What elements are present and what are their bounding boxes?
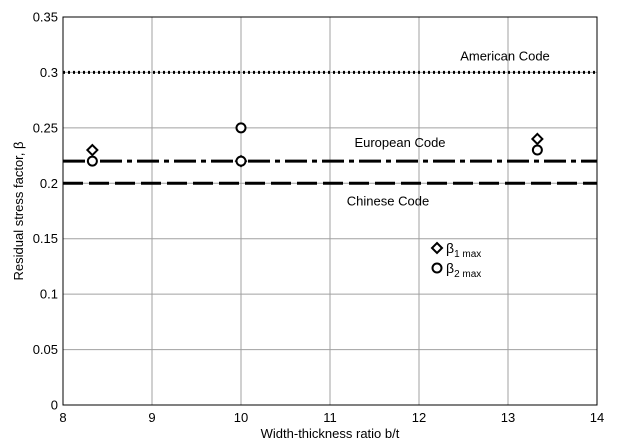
circle-marker — [531, 144, 543, 156]
plot-frame — [62, 16, 598, 406]
x-tick-label: 12 — [412, 410, 426, 425]
x-tick-label: 14 — [590, 410, 604, 425]
x-tick-label: 8 — [59, 410, 66, 425]
legend-entry-label: β1 max — [446, 240, 481, 260]
x-tick-label: 13 — [501, 410, 515, 425]
reference-line-label: Chinese Code — [347, 193, 429, 208]
x-axis-label: Width-thickness ratio b/t — [261, 426, 400, 441]
y-tick-label: 0.25 — [33, 120, 58, 135]
tick-labels: 8 9 10 11 12 13 14 0 0.05 0.1 0.15 0.2 0.25 0.3 0.35 — [33, 10, 605, 426]
y-tick-label: 0.05 — [33, 342, 58, 357]
y-tick-label: 0.3 — [40, 65, 58, 80]
legend-diamond-marker — [430, 241, 444, 255]
x-tick-label: 10 — [234, 410, 248, 425]
circle-marker — [235, 122, 247, 134]
circle-marker — [235, 155, 247, 167]
y-tick-label: 0.15 — [33, 231, 58, 246]
diamond-marker — [85, 143, 99, 157]
reference-lines: American Code European Code Chinese Code — [63, 48, 597, 208]
diamond-marker — [530, 132, 544, 146]
y-axis-label: Residual stress factor, β — [11, 142, 26, 281]
y-tick-label: 0.2 — [40, 176, 58, 191]
legend-entry-label: β2 max — [446, 260, 481, 280]
data-points — [85, 122, 544, 168]
legend-entry-subscript: 2 max — [454, 269, 481, 280]
y-tick-label: 0.1 — [40, 287, 58, 302]
legend-entry-subscript: 1 max — [454, 249, 481, 260]
reference-line-label: European Code — [354, 135, 445, 150]
y-tick-label: 0.35 — [33, 10, 58, 25]
x-tick-label: 9 — [148, 410, 155, 425]
reference-line-label: American Code — [460, 48, 550, 63]
circle-marker — [86, 155, 98, 167]
x-tick-label: 11 — [323, 410, 337, 425]
y-tick-label: 0 — [51, 398, 58, 413]
grid — [62, 16, 598, 406]
legend-circle-marker — [431, 262, 443, 274]
